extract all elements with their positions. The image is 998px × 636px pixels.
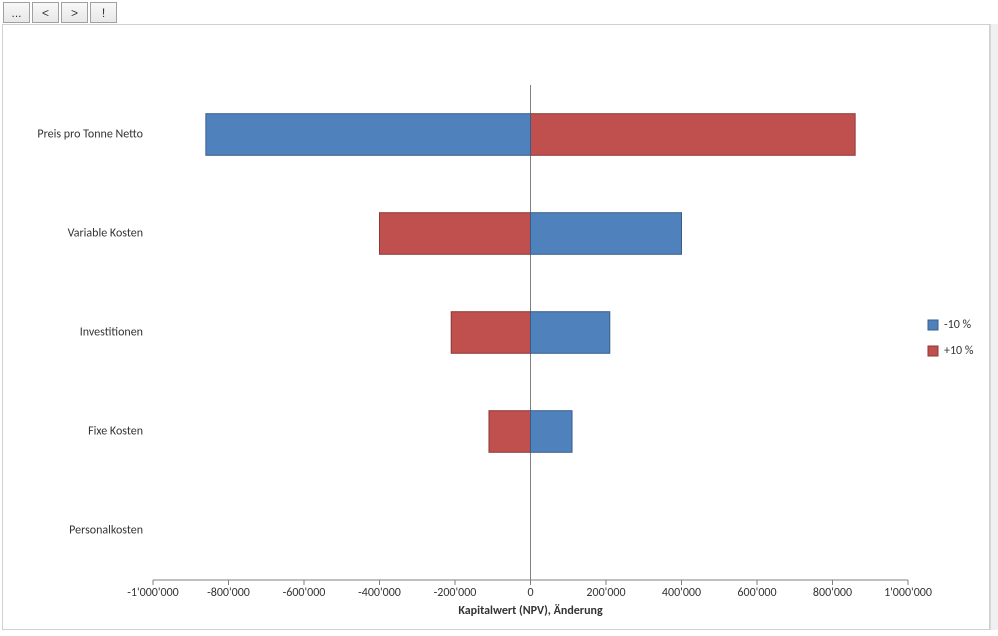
- toolbar: ... < > !: [3, 2, 117, 23]
- legend-swatch: [928, 346, 938, 356]
- bar-plus10: [489, 411, 531, 453]
- x-tick-label: 1'000'000: [884, 586, 932, 600]
- legend-label: -10 %: [944, 318, 972, 332]
- toolbar-next-button[interactable]: >: [61, 2, 88, 23]
- y-category-label: Variable Kosten: [68, 226, 143, 240]
- bar-minus10: [206, 114, 531, 156]
- y-category-label: Preis pro Tonne Netto: [37, 127, 143, 141]
- toolbar-exclaim-button[interactable]: !: [90, 2, 117, 23]
- x-tick-label: -400'000: [358, 586, 401, 600]
- x-tick-label: -1'000'000: [127, 586, 179, 600]
- bar-minus10: [531, 213, 682, 255]
- bar-plus10: [531, 114, 856, 156]
- scrollbar-rail[interactable]: [990, 24, 998, 630]
- y-category-label: Investitionen: [80, 325, 143, 339]
- legend-swatch: [928, 320, 938, 330]
- bar-plus10: [451, 312, 530, 354]
- x-tick-label: 600'000: [737, 586, 776, 600]
- x-tick-label: -200'000: [434, 586, 477, 600]
- tornado-chart: -1'000'000 -800'000 -600'000 -400'000 -200'0…: [3, 25, 989, 629]
- x-tick-label: 400'000: [662, 586, 701, 600]
- y-category-label: Fixe Kosten: [88, 424, 143, 438]
- x-tick-label: 200'000: [586, 586, 625, 600]
- chart-container: -1'000'000 -800'000 -600'000 -400'000 -200'0…: [2, 24, 990, 630]
- bar-minus10: [531, 411, 573, 453]
- x-axis-title: Kapitalwert (NPV), Änderung: [458, 604, 603, 618]
- bar-minus10: [531, 312, 610, 354]
- bar-plus10: [380, 213, 531, 255]
- x-tick-label: 0: [527, 586, 533, 600]
- x-tick-label: 800'000: [813, 586, 852, 600]
- x-tick-label: -600'000: [283, 586, 326, 600]
- x-tick-label: -800'000: [207, 586, 250, 600]
- toolbar-ellipsis-button[interactable]: ...: [3, 2, 30, 23]
- y-category-label: Personalkosten: [69, 523, 143, 537]
- toolbar-prev-button[interactable]: <: [32, 2, 59, 23]
- legend-label: +10 %: [944, 344, 974, 358]
